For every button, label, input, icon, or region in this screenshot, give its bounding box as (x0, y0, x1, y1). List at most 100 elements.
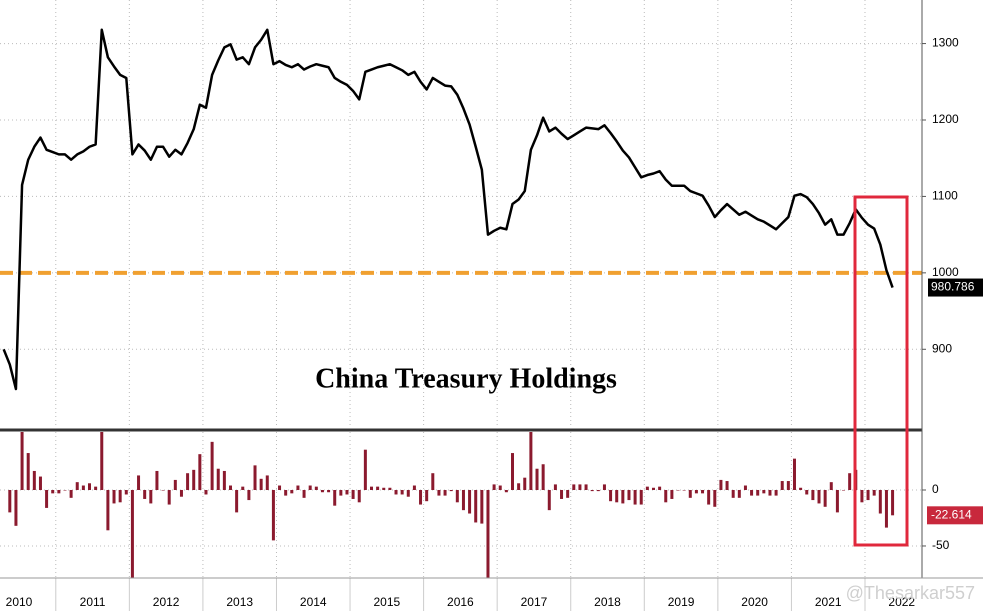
bar (584, 484, 588, 490)
bar (560, 489, 564, 499)
bar (891, 489, 895, 516)
bar (756, 489, 760, 496)
bar (848, 473, 852, 490)
bar (658, 486, 662, 490)
bar (480, 489, 484, 524)
y-tick-label: -50 (932, 538, 950, 552)
bar (75, 482, 79, 490)
bar (590, 489, 594, 492)
bar (161, 489, 165, 491)
bar (106, 489, 110, 531)
bar (461, 489, 465, 511)
bar (327, 489, 331, 493)
bar (198, 454, 202, 490)
bar (357, 489, 361, 503)
bar (541, 464, 545, 490)
bar (799, 487, 803, 490)
bar (94, 486, 98, 490)
bar (602, 484, 606, 490)
bar (872, 489, 876, 496)
bar (259, 478, 263, 490)
bar (45, 489, 49, 508)
bar (737, 489, 741, 498)
bar (32, 470, 36, 490)
bar (192, 469, 196, 490)
bar (884, 489, 888, 528)
bar (523, 477, 527, 490)
bar (351, 489, 355, 499)
x-tick-label: 2022 (888, 595, 915, 609)
bar (768, 489, 772, 496)
y-tick-label: 1200 (932, 112, 959, 126)
bar (817, 489, 821, 504)
bar (627, 489, 631, 501)
bar (296, 485, 300, 490)
bar (725, 481, 729, 490)
bar (731, 489, 735, 498)
bar (278, 485, 282, 490)
x-tick-label: 2019 (668, 595, 695, 609)
bar (492, 484, 496, 490)
bar (143, 489, 147, 499)
watermark: @Thesarkar557 (846, 583, 975, 603)
bar (124, 489, 128, 495)
bar (179, 489, 183, 497)
y-tick-label: 0 (932, 482, 939, 496)
bar (633, 489, 637, 505)
bar (510, 453, 514, 490)
bar (743, 485, 747, 490)
bar (609, 489, 613, 502)
bar (578, 484, 582, 490)
bar (186, 473, 190, 490)
bar (81, 485, 85, 490)
bar (406, 489, 410, 497)
bar (474, 489, 478, 523)
bar (222, 470, 226, 490)
x-tick-label: 2012 (153, 595, 180, 609)
bar (57, 489, 61, 494)
last-value-box (927, 506, 983, 525)
bar (333, 489, 337, 506)
bar (284, 489, 288, 496)
bar (455, 489, 459, 503)
x-tick-label: 2018 (594, 595, 621, 609)
bar (63, 489, 67, 491)
x-tick-label: 2017 (521, 595, 548, 609)
bar (412, 485, 416, 490)
bar (302, 489, 306, 498)
bar (694, 489, 698, 494)
bar (762, 489, 766, 494)
bar (566, 489, 570, 498)
bar (664, 489, 668, 503)
bar (345, 489, 349, 495)
bar (621, 489, 625, 504)
bar (425, 489, 429, 502)
bar (443, 489, 447, 496)
last-value-label: 980.786 (931, 280, 975, 294)
bar (486, 489, 490, 578)
bar (271, 489, 275, 541)
bar (14, 489, 18, 526)
bar (676, 489, 680, 491)
x-tick-label: 2011 (80, 595, 106, 609)
bar (382, 487, 386, 490)
x-tick-label: 2014 (300, 595, 327, 609)
y-tick-label: 900 (932, 341, 952, 355)
bar (572, 484, 576, 490)
x-tick-label: 2010 (6, 595, 33, 609)
bar (811, 489, 815, 501)
bar (69, 489, 73, 498)
bar (229, 485, 232, 490)
bar (20, 432, 24, 490)
last-value-box (928, 278, 983, 297)
bar (860, 489, 864, 503)
bar (878, 489, 882, 514)
chart-annotation: China Treasury Holdings (315, 363, 617, 394)
bar (517, 483, 521, 490)
bar (792, 458, 796, 490)
bar (866, 489, 870, 501)
bar (535, 468, 539, 490)
bar (639, 489, 643, 505)
highlight-box (853, 195, 909, 547)
